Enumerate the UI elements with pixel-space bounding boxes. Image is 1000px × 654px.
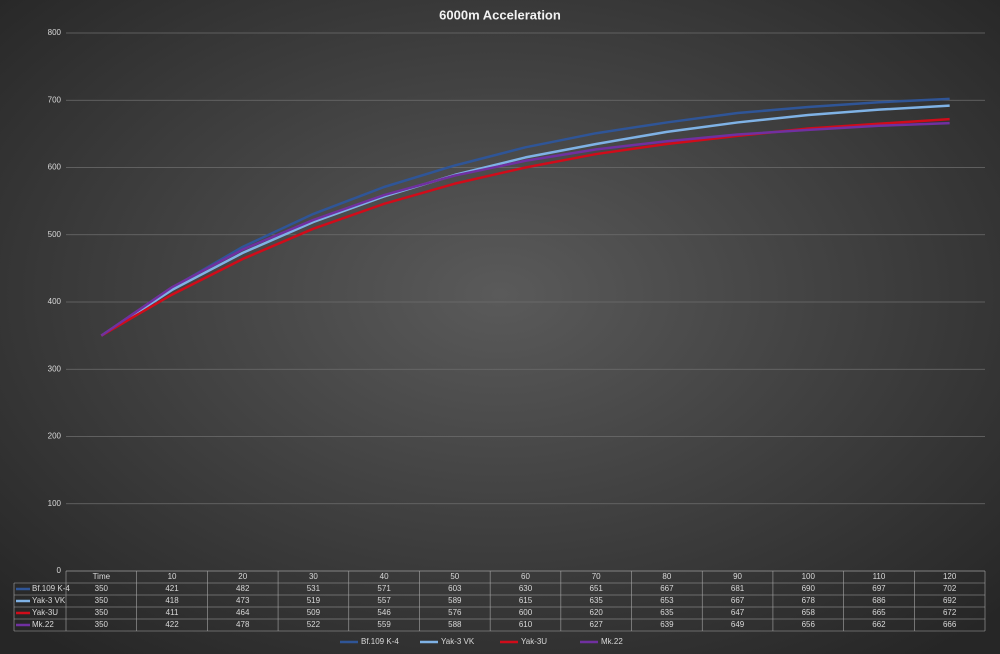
table-cell: 651 bbox=[590, 584, 604, 593]
table-cell: 464 bbox=[236, 608, 250, 617]
table-cell: 600 bbox=[519, 608, 533, 617]
table-cell: 692 bbox=[943, 596, 957, 605]
data-line bbox=[100, 121, 950, 337]
table-cell: 647 bbox=[731, 608, 745, 617]
table-cell: 662 bbox=[872, 620, 886, 629]
table-cell: 702 bbox=[943, 584, 957, 593]
x-tick-label: 50 bbox=[450, 572, 459, 581]
y-tick-label: 500 bbox=[48, 230, 62, 239]
table-cell: 649 bbox=[731, 620, 745, 629]
table-cell: 411 bbox=[166, 608, 179, 617]
table-cell: 615 bbox=[519, 596, 533, 605]
table-row-label: Mk.22 bbox=[32, 620, 54, 629]
x-tick-label: 40 bbox=[380, 572, 389, 581]
table-row-label: Yak-3 VK bbox=[32, 596, 66, 605]
table-cell: 697 bbox=[872, 584, 886, 593]
table-cell: 665 bbox=[872, 608, 886, 617]
table-cell: 635 bbox=[660, 608, 674, 617]
table-cell: 350 bbox=[95, 596, 109, 605]
table-cell: 557 bbox=[377, 596, 391, 605]
table-cell: 531 bbox=[307, 584, 321, 593]
x-tick-label: Time bbox=[93, 572, 111, 581]
table-row-label: Yak-3U bbox=[32, 608, 58, 617]
table-cell: 603 bbox=[448, 584, 462, 593]
x-tick-label: 30 bbox=[309, 572, 318, 581]
table-cell: 678 bbox=[802, 596, 816, 605]
table-cell: 350 bbox=[95, 584, 109, 593]
table-cell: 620 bbox=[590, 608, 604, 617]
legend-label: Yak-3U bbox=[521, 637, 547, 646]
table-cell: 576 bbox=[448, 608, 462, 617]
table-cell: 639 bbox=[660, 620, 674, 629]
table-cell: 658 bbox=[802, 608, 816, 617]
x-tick-label: 120 bbox=[943, 572, 957, 581]
data-line bbox=[100, 97, 950, 337]
table-cell: 667 bbox=[660, 584, 674, 593]
y-tick-label: 700 bbox=[48, 95, 62, 104]
chart-title: 6000m Acceleration bbox=[439, 7, 561, 22]
table-row-label: Bf.109 K-4 bbox=[32, 584, 70, 593]
x-tick-label: 20 bbox=[238, 572, 247, 581]
table-cell: 667 bbox=[731, 596, 745, 605]
legend-label: Bf.109 K-4 bbox=[361, 637, 399, 646]
x-tick-label: 10 bbox=[168, 572, 177, 581]
x-tick-label: 110 bbox=[873, 572, 886, 581]
x-tick-label: 60 bbox=[521, 572, 530, 581]
table-cell: 630 bbox=[519, 584, 533, 593]
table-cell: 473 bbox=[236, 596, 250, 605]
table-cell: 350 bbox=[95, 620, 109, 629]
table-cell: 546 bbox=[377, 608, 391, 617]
table-cell: 635 bbox=[590, 596, 604, 605]
y-tick-label: 800 bbox=[48, 28, 62, 37]
table-cell: 559 bbox=[377, 620, 391, 629]
x-tick-label: 80 bbox=[662, 572, 671, 581]
table-cell: 478 bbox=[236, 620, 250, 629]
table-cell: 672 bbox=[943, 608, 957, 617]
table-cell: 681 bbox=[731, 584, 745, 593]
y-tick-label: 0 bbox=[57, 566, 62, 575]
table-cell: 509 bbox=[307, 608, 321, 617]
table-cell: 686 bbox=[872, 596, 886, 605]
table-cell: 350 bbox=[95, 608, 109, 617]
y-tick-label: 600 bbox=[48, 163, 62, 172]
table-cell: 610 bbox=[519, 620, 533, 629]
table-cell: 519 bbox=[307, 596, 321, 605]
legend-label: Yak-3 VK bbox=[441, 637, 475, 646]
y-tick-label: 100 bbox=[48, 499, 62, 508]
table-cell: 422 bbox=[165, 620, 179, 629]
table-cell: 690 bbox=[802, 584, 816, 593]
legend-label: Mk.22 bbox=[601, 637, 623, 646]
y-tick-label: 400 bbox=[48, 297, 62, 306]
x-tick-label: 100 bbox=[802, 572, 816, 581]
table-cell: 653 bbox=[660, 596, 674, 605]
data-line bbox=[100, 104, 950, 337]
table-cell: 656 bbox=[802, 620, 816, 629]
y-tick-label: 300 bbox=[48, 364, 62, 373]
x-tick-label: 90 bbox=[733, 572, 742, 581]
table-cell: 666 bbox=[943, 620, 957, 629]
table-cell: 418 bbox=[165, 596, 179, 605]
table-cell: 571 bbox=[377, 584, 391, 593]
table-cell: 589 bbox=[448, 596, 462, 605]
table-cell: 627 bbox=[590, 620, 604, 629]
table-cell: 588 bbox=[448, 620, 462, 629]
y-tick-label: 200 bbox=[48, 432, 62, 441]
table-cell: 482 bbox=[236, 584, 250, 593]
data-line bbox=[100, 117, 950, 337]
x-tick-label: 70 bbox=[592, 572, 601, 581]
table-cell: 421 bbox=[165, 584, 179, 593]
table-cell: 522 bbox=[307, 620, 321, 629]
